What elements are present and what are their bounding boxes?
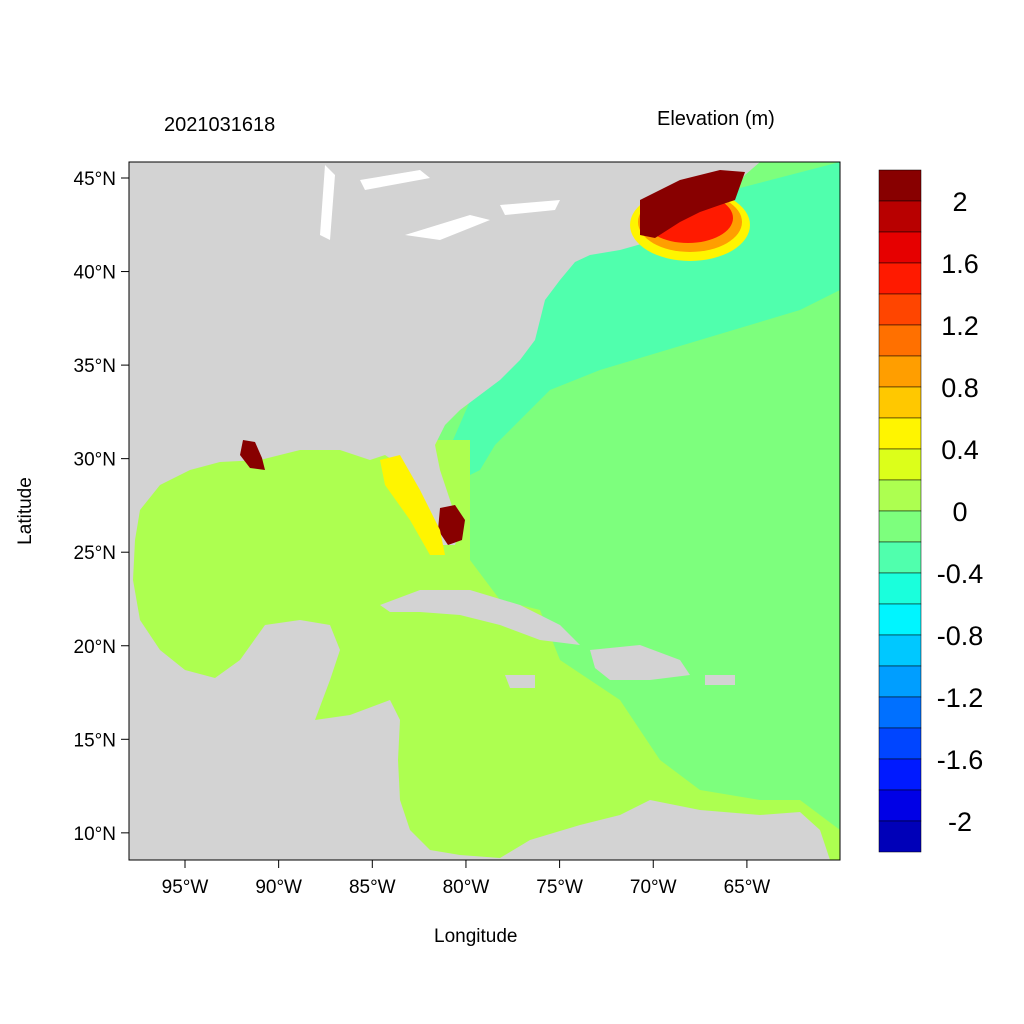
colorbar-box xyxy=(878,200,922,233)
title-right: Elevation (m) xyxy=(657,108,775,130)
colorbar-label: -0.8 xyxy=(937,621,984,651)
colorbar-box xyxy=(878,696,922,729)
x-axis-label: Longitude xyxy=(434,926,518,947)
colorbar-box xyxy=(878,820,922,853)
colorbar-label: -0.4 xyxy=(937,559,984,589)
colorbar-label: 0.8 xyxy=(941,373,979,403)
colorbar-box xyxy=(878,386,922,419)
lat-tick-label: 15°N xyxy=(74,730,116,751)
y-axis-label: Latitude xyxy=(14,477,36,545)
lon-tick-label: 75°W xyxy=(536,877,583,898)
lat-tick-label: 10°N xyxy=(74,824,116,845)
colorbar-box xyxy=(878,572,922,605)
colorbar-box xyxy=(878,634,922,667)
colorbar-box xyxy=(878,448,922,481)
colorbar-box xyxy=(878,293,922,326)
colorbar-box xyxy=(878,479,922,512)
colorbar-box xyxy=(878,727,922,760)
colorbar-box xyxy=(878,541,922,574)
map-plot xyxy=(129,162,840,860)
lat-tick-label: 45°N xyxy=(74,169,116,190)
colorbar-label: 2 xyxy=(952,187,967,217)
lon-tick-label: 95°W xyxy=(162,877,209,898)
land-puerto-rico xyxy=(705,675,735,685)
colorbar-box xyxy=(878,417,922,450)
colorbar-label: -1.6 xyxy=(937,745,984,775)
plot-frame xyxy=(128,161,841,861)
lon-tick-label: 80°W xyxy=(443,877,490,898)
colorbar-box xyxy=(878,510,922,543)
colorbar-box xyxy=(878,231,922,264)
florida-west-yellow xyxy=(380,455,445,555)
lat-tick-label: 25°N xyxy=(74,543,116,564)
colorbar-label: 0 xyxy=(952,497,967,527)
surge-florida xyxy=(438,505,465,545)
colorbar-box xyxy=(878,789,922,822)
land-north-america xyxy=(129,162,830,860)
lat-tick-label: 35°N xyxy=(74,356,116,377)
surge-dark-red xyxy=(640,170,745,238)
colorbar-label: 0.4 xyxy=(941,435,979,465)
colorbar-label: -1.2 xyxy=(937,683,984,713)
colorbar-box xyxy=(878,758,922,791)
lon-tick-label: 65°W xyxy=(724,877,771,898)
lon-tick-label: 85°W xyxy=(349,877,396,898)
lat-tick-label: 40°N xyxy=(74,263,116,284)
axis-ticks: 95°W 90°W 85°W 80°W 75°W 70°W 65°W 45°N 40°N 35°N… xyxy=(74,169,771,898)
colorbar-box xyxy=(878,262,922,295)
colorbar-box xyxy=(878,169,922,202)
great-lakes xyxy=(320,165,560,240)
surge-louisiana xyxy=(240,440,265,470)
colorbar-box xyxy=(878,665,922,698)
lat-tick-label: 30°N xyxy=(74,450,116,471)
title-left: 2021031618 xyxy=(164,114,276,136)
colorbar-box xyxy=(878,324,922,357)
colorbar: 2 1.6 1.2 0.8 0.4 0 -0.4 -0.8 -1.2 -1.6 -2 xyxy=(878,169,984,853)
colorbar-label: -2 xyxy=(948,807,972,837)
land-hispaniola xyxy=(590,645,690,680)
lon-tick-label: 90°W xyxy=(255,877,302,898)
lon-tick-label: 70°W xyxy=(630,877,677,898)
land-jamaica xyxy=(505,675,535,688)
colorbar-box xyxy=(878,355,922,388)
colorbar-label: 1.6 xyxy=(941,249,979,279)
land-cuba xyxy=(380,590,580,645)
colorbar-box xyxy=(878,603,922,636)
colorbar-label: 1.2 xyxy=(941,311,979,341)
lat-tick-label: 20°N xyxy=(74,637,116,658)
